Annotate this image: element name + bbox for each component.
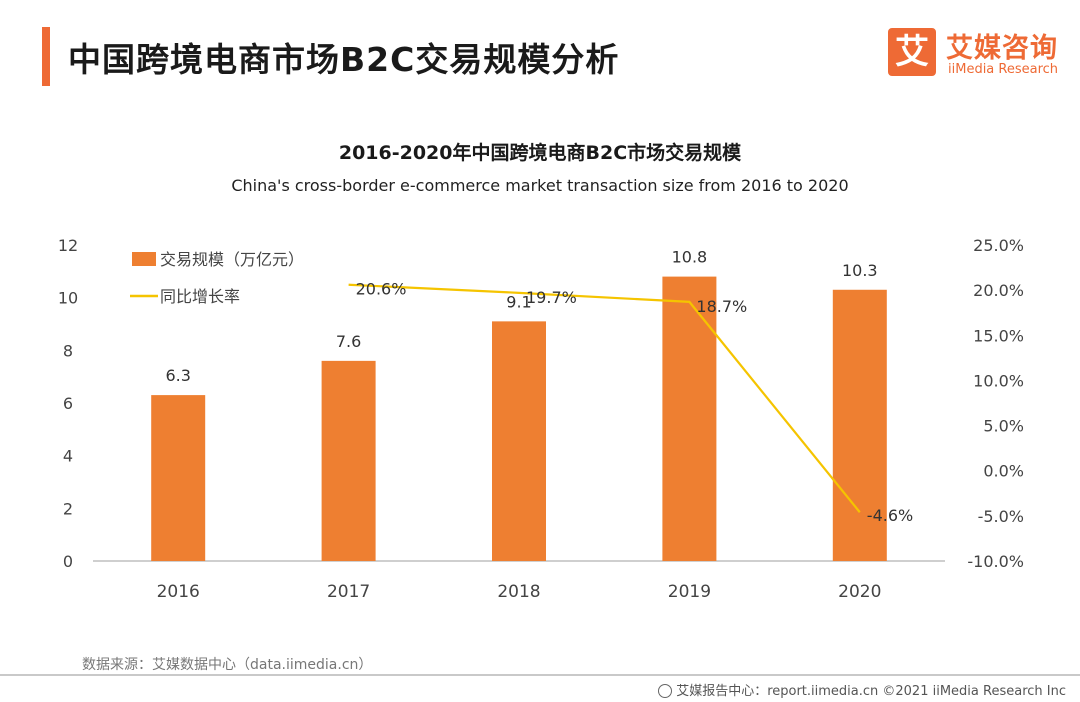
line-value-label: 20.6% (356, 280, 407, 299)
x-tick-label: 2020 (838, 582, 881, 602)
growth-rate-line (348, 283, 861, 513)
footer-divider (0, 674, 1080, 676)
chart-title: 2016-2020年中国跨境电商B2C市场交易规模 (338, 142, 742, 164)
y-right-tick-label: 25.0% (973, 236, 1024, 255)
y-left-tick-label: 12 (58, 236, 78, 255)
y-right-tick-label: 5.0% (983, 417, 1024, 436)
footer-copyright: 艾媒报告中心：report.iimedia.cn ©2021 iiMedia R… (658, 680, 1066, 699)
y-right-tick-label: -10.0% (967, 552, 1024, 571)
bar-value-label: 7.6 (336, 332, 361, 351)
line-value-label: 19.7% (526, 288, 577, 307)
legend-swatch-bar (132, 252, 156, 266)
bar-value-label: 10.3 (842, 261, 878, 280)
bar-2019 (662, 276, 717, 561)
y-right-tick-label: 10.0% (973, 371, 1024, 390)
y-left-tick-label: 0 (63, 552, 73, 571)
y-left-tick-label: 10 (58, 289, 78, 308)
bar-value-label: 6.3 (165, 366, 190, 385)
x-tick-label: 2016 (157, 582, 200, 602)
globe-icon (658, 684, 673, 698)
y-left-tick-label: 6 (63, 394, 73, 413)
x-tick-label: 2017 (327, 582, 370, 602)
bar-2017 (321, 360, 376, 561)
title-accent-bar (42, 27, 50, 86)
footer-copyright-text: 艾媒报告中心：report.iimedia.cn ©2021 iiMedia R… (676, 684, 1066, 699)
x-tick-label: 2018 (497, 582, 540, 602)
data-source: 数据来源：艾媒数据中心（data.iimedia.cn） (82, 657, 373, 673)
bar-value-label: 10.8 (672, 248, 708, 267)
y-left-tick-label: 4 (63, 447, 73, 466)
y-right-tick-label: 0.0% (983, 462, 1024, 481)
bar-2016 (151, 395, 206, 561)
y-left-tick-label: 8 (63, 341, 73, 360)
page-title: 中国跨境电商市场B2C交易规模分析 (68, 40, 620, 79)
y-right-tick-label: 15.0% (973, 326, 1024, 345)
y-right-tick-label: -5.0% (978, 507, 1024, 526)
chart-subtitle: China's cross-border e-commerce market t… (231, 176, 849, 195)
bar-2020 (832, 289, 887, 561)
legend-label-bar: 交易规模（万亿元） (160, 250, 304, 269)
y-right-tick-label: 20.0% (973, 281, 1024, 300)
bar-value-label: 9.1 (506, 292, 531, 311)
logo-mark: 艾 (888, 28, 936, 76)
y-left-tick-label: 2 (63, 499, 73, 518)
x-tick-label: 2019 (668, 582, 711, 602)
line-value-label: 18.7% (696, 297, 747, 316)
brand-logo: 艾 艾媒咨询 iiMedia Research (888, 28, 1064, 84)
logo-name: 艾媒咨询 (946, 33, 1058, 64)
logo-subtitle: iiMedia Research (948, 62, 1059, 77)
bar-2018 (492, 321, 546, 561)
line-value-label: -4.6% (867, 506, 913, 525)
legend-label-line: 同比增长率 (160, 287, 240, 306)
